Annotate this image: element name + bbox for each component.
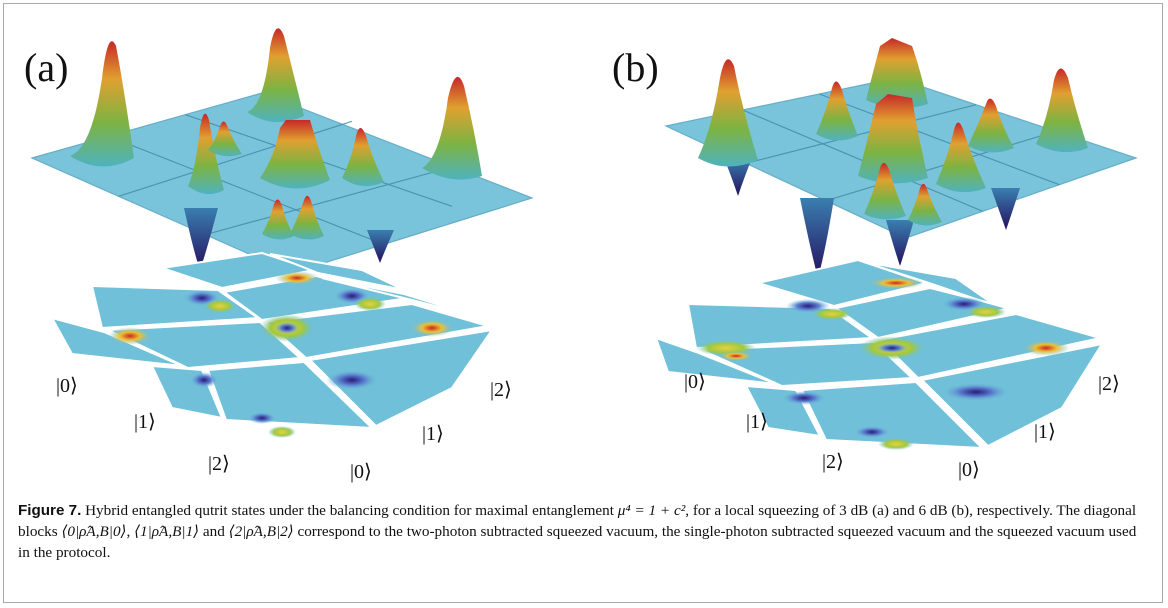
density-blob xyxy=(878,438,914,450)
dip-surface xyxy=(184,208,218,270)
ket-label: |1⟩ xyxy=(1034,421,1056,443)
density-blob xyxy=(108,327,152,345)
peak-surface xyxy=(262,199,294,240)
ket-label: |0⟩ xyxy=(958,459,980,481)
peak-surface xyxy=(342,128,384,187)
ket-label: |2⟩ xyxy=(490,379,512,401)
ket-label: |2⟩ xyxy=(1098,373,1120,395)
dip-surface xyxy=(724,158,752,196)
peak-surface xyxy=(816,81,858,141)
peak-surface xyxy=(247,28,304,123)
ket-label: |0⟩ xyxy=(350,461,372,483)
density-blob xyxy=(812,308,852,320)
panel-b-plot xyxy=(654,38,1138,450)
density-blob xyxy=(782,391,826,405)
peak-surface xyxy=(422,76,482,180)
density-blob xyxy=(410,319,454,337)
peak-surface xyxy=(908,183,942,226)
dip-surface xyxy=(800,198,834,278)
density-blob xyxy=(868,277,924,289)
caption-block: ⟨0|ρ̂A,B|0⟩ xyxy=(61,523,127,540)
density-blob xyxy=(718,351,754,361)
density-blob xyxy=(966,306,1006,318)
caption-text: Hybrid entangled qutrit states under the… xyxy=(81,502,618,519)
figure-label: Figure 7. xyxy=(18,502,82,519)
density-blob xyxy=(942,383,1010,401)
ket-label: |1⟩ xyxy=(746,411,768,433)
dip-surface xyxy=(886,220,914,266)
peak-surface xyxy=(188,113,224,195)
projection-grid xyxy=(49,251,495,430)
density-blob xyxy=(275,322,299,334)
ket-label: |2⟩ xyxy=(822,451,844,473)
peak-surface xyxy=(290,195,324,240)
peak-surface xyxy=(968,98,1014,153)
peak-surface xyxy=(866,38,928,109)
panel-b: (b) |0⟩ |1⟩ |2⟩ |2⟩ |1⟩ |0⟩ xyxy=(596,8,1156,488)
caption-text: and xyxy=(199,523,229,540)
density-blob xyxy=(354,297,386,311)
peak-surface xyxy=(698,59,758,167)
peak-surface xyxy=(936,122,986,193)
caption-text: , xyxy=(126,523,135,540)
panel-label: (a) xyxy=(24,45,69,90)
density-blob xyxy=(204,299,236,313)
panel-label: (b) xyxy=(612,45,659,90)
ket-label: |0⟩ xyxy=(684,371,706,393)
peak-surface xyxy=(70,41,134,167)
caption-block: ⟨2|ρ̂A,B|2⟩ xyxy=(228,523,294,540)
dip-surface xyxy=(991,188,1020,230)
peak-surface xyxy=(858,94,928,184)
peak-surface xyxy=(864,162,906,220)
density-blob xyxy=(1022,340,1070,356)
density-blob xyxy=(190,372,218,388)
ket-label: |1⟩ xyxy=(422,423,444,445)
caption-equation: μ⁴ = 1 + c² xyxy=(617,502,686,519)
peak-surface xyxy=(260,120,330,189)
density-blob xyxy=(268,426,296,438)
peak-surface xyxy=(1036,68,1088,153)
caption-text: , for a local squeezing of 3 dB (a) and … xyxy=(18,502,1137,540)
figure-caption: Figure 7. Hybrid entangled qutrit states… xyxy=(18,500,1148,563)
caption-text: correspond to the two-photon subtracted … xyxy=(18,523,1137,561)
panel-a: (a) |0⟩ |1⟩ |2⟩ |2⟩ |1⟩ |0⟩ xyxy=(12,8,572,488)
density-blob xyxy=(275,271,319,285)
peak-surface xyxy=(208,121,242,157)
dip-surface xyxy=(367,230,394,263)
density-blob xyxy=(326,370,378,390)
density-blob xyxy=(854,426,890,438)
density-blob xyxy=(248,412,276,424)
density-blob xyxy=(876,343,908,353)
caption-block: ⟨1|ρ̂A,B|1⟩ xyxy=(134,523,200,540)
projection-grid xyxy=(654,258,1105,450)
ket-label: |0⟩ xyxy=(56,375,78,397)
ket-label: |1⟩ xyxy=(134,411,156,433)
panel-a-plot xyxy=(30,28,534,438)
ket-label: |2⟩ xyxy=(208,453,230,475)
figure-frame xyxy=(3,3,1163,603)
